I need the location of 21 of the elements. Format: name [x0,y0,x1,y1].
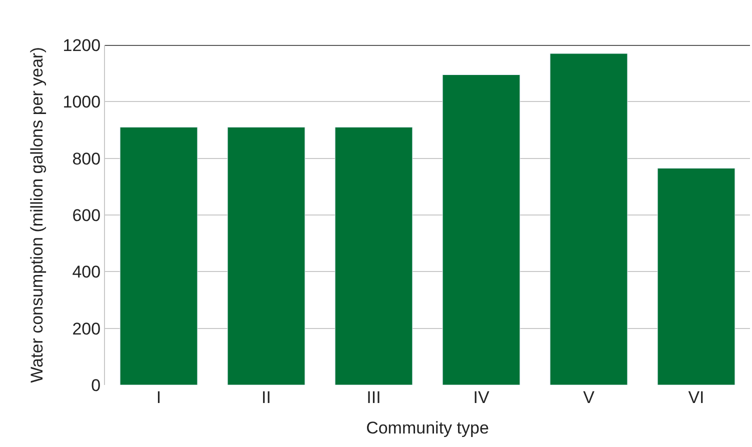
x-tick-label: VI [688,388,704,407]
x-tick-label: I [156,388,162,407]
y-tick-label: 200 [72,319,101,338]
y-tick-label: 1200 [62,36,101,55]
bar [657,168,736,385]
y-tick-label: 800 [72,149,101,168]
y-tick-label: 400 [72,262,101,282]
bar [550,53,628,385]
y-tick-label: 0 [91,376,101,395]
x-tick-label: II [262,388,271,407]
bar [442,74,520,385]
y-tick-label: 600 [72,206,101,225]
bar [227,126,306,385]
x-tick-label: IV [473,388,490,407]
y-tick-label: 1000 [62,92,101,112]
x-axis-title: Community type [366,418,489,438]
bar [334,126,413,385]
bar [120,126,198,385]
x-tick-label: III [366,388,381,407]
x-tick-label: V [583,388,596,407]
y-axis-title: Water consumption (million gallons per year) [27,47,46,383]
